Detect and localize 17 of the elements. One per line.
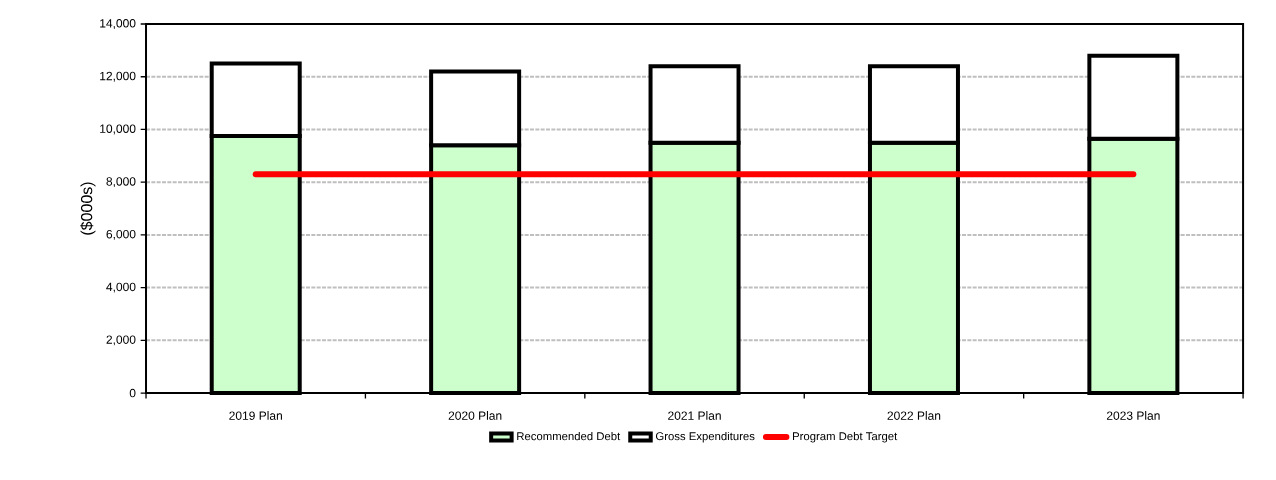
y-tick-label: 12,000 bbox=[100, 71, 136, 82]
x-tick-label: 2022 Plan bbox=[887, 411, 941, 420]
y-tick-label: 10,000 bbox=[100, 124, 136, 135]
y-tick-label: 8,000 bbox=[106, 177, 136, 188]
legend-label: Recommended Debt bbox=[517, 431, 621, 441]
legend-label: Program Debt Target bbox=[792, 431, 898, 443]
x-tick-label: 2020 Plan bbox=[448, 411, 502, 420]
x-tick-label: 2019 Plan bbox=[229, 411, 282, 420]
x-tick-label: 2021 Plan bbox=[668, 411, 721, 420]
y-tick-label: 0 bbox=[129, 388, 136, 398]
x-tick-label: 2023 Plan bbox=[1106, 411, 1160, 420]
y-tick-label: 4,000 bbox=[106, 282, 136, 293]
legend-label: Gross Expenditures bbox=[655, 431, 755, 443]
y-tick-label: 6,000 bbox=[106, 229, 136, 240]
y-tick-label: 14,000 bbox=[100, 19, 136, 29]
y-axis-title: ($000s) bbox=[80, 182, 96, 235]
y-tick-label: 2,000 bbox=[106, 335, 136, 346]
